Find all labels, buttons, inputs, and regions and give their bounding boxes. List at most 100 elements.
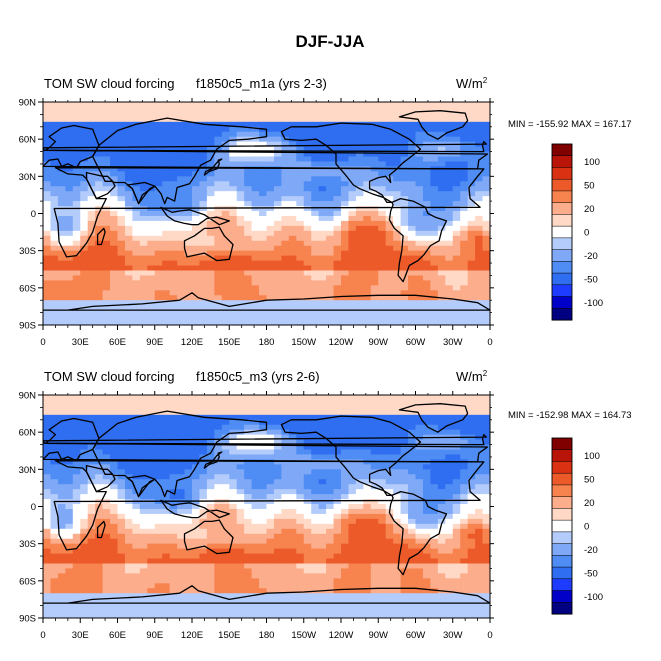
field-cell — [87, 399, 96, 406]
field-cell — [385, 280, 394, 286]
field-cell — [333, 265, 342, 271]
field-cell — [326, 245, 334, 252]
field-cell — [311, 211, 320, 217]
field-cell — [43, 186, 51, 192]
field-cell — [184, 479, 193, 485]
field-cell — [363, 215, 372, 222]
field-cell — [296, 424, 305, 431]
field-cell — [147, 285, 156, 291]
field-cell — [110, 102, 118, 108]
field-cell — [460, 538, 469, 545]
field-cell — [460, 454, 469, 460]
field-cell — [65, 176, 74, 182]
field-cell — [400, 300, 409, 306]
field-cell — [266, 235, 275, 242]
field-cell — [102, 523, 111, 530]
field-cell — [154, 136, 163, 143]
field-cell — [244, 211, 252, 217]
field-cell — [430, 494, 439, 500]
field-cell — [311, 414, 320, 421]
field-cell — [482, 454, 490, 460]
field-cell — [296, 116, 305, 123]
field-cell — [378, 191, 387, 197]
field-cell — [147, 211, 156, 217]
field-cell — [177, 136, 185, 143]
field-cell — [341, 315, 349, 321]
field-cell — [318, 523, 327, 530]
field-cell — [87, 518, 96, 525]
field-cell — [184, 106, 193, 113]
field-cell — [430, 126, 439, 133]
field-cell — [124, 538, 133, 545]
field-cell — [341, 206, 349, 212]
field-cell — [318, 146, 327, 152]
field-cell — [43, 255, 51, 261]
field-cell — [102, 240, 111, 247]
field-cell — [102, 439, 111, 445]
field-cell — [132, 528, 141, 535]
field-cell — [303, 459, 312, 465]
field-cell — [162, 454, 171, 460]
field-cell — [192, 518, 200, 525]
field-cell — [408, 215, 416, 222]
field-cell — [378, 439, 387, 445]
field-cell — [214, 434, 223, 440]
field-cell — [139, 494, 148, 500]
field-cell — [482, 449, 490, 455]
field-cell — [430, 300, 439, 306]
field-cell — [102, 131, 111, 138]
field-cell — [50, 513, 59, 520]
field-cell — [154, 106, 163, 113]
field-cell — [348, 444, 357, 450]
field-cell — [393, 171, 401, 177]
field-cell — [95, 240, 103, 247]
field-cell — [296, 469, 305, 475]
field-cell — [281, 121, 290, 128]
field-cell — [370, 484, 379, 490]
field-cell — [206, 245, 215, 252]
field-cell — [333, 215, 342, 222]
field-cell — [206, 255, 215, 261]
field-cell — [214, 484, 223, 490]
field-cell — [273, 479, 282, 485]
field-cell — [385, 538, 394, 545]
field-cell — [482, 479, 490, 485]
field-cell — [430, 464, 439, 470]
field-cell — [65, 508, 74, 515]
field-cell — [273, 409, 282, 416]
field-cell — [251, 245, 260, 252]
field-cell — [95, 568, 103, 574]
field-cell — [378, 102, 387, 108]
field-cell — [95, 558, 103, 564]
field-cell — [378, 230, 387, 237]
field-cell — [251, 181, 260, 187]
field-cell — [348, 404, 357, 411]
field-cell — [147, 245, 156, 252]
field-cell — [311, 320, 320, 325]
field-cell — [445, 449, 454, 455]
field-cell — [385, 111, 394, 118]
field-cell — [363, 404, 372, 411]
field-cell — [192, 484, 200, 490]
field-cell — [139, 439, 148, 445]
field-cell — [318, 563, 327, 569]
field-cell — [221, 270, 230, 276]
x-tick-label: 90W — [368, 337, 388, 348]
field-cell — [273, 315, 282, 321]
field-cell — [482, 166, 490, 172]
field-cell — [162, 151, 171, 157]
field-cell — [154, 280, 163, 286]
field-cell — [192, 429, 200, 436]
field-cell — [341, 146, 349, 152]
field-cell — [221, 295, 230, 301]
field-cell — [117, 131, 126, 138]
field-cell — [385, 504, 394, 510]
field-cell — [72, 166, 81, 172]
field-cell — [445, 305, 454, 311]
field-cell — [244, 489, 252, 495]
field-cell — [72, 538, 81, 545]
field-cell — [110, 409, 118, 416]
field-cell — [132, 146, 141, 152]
field-cell — [80, 543, 89, 550]
